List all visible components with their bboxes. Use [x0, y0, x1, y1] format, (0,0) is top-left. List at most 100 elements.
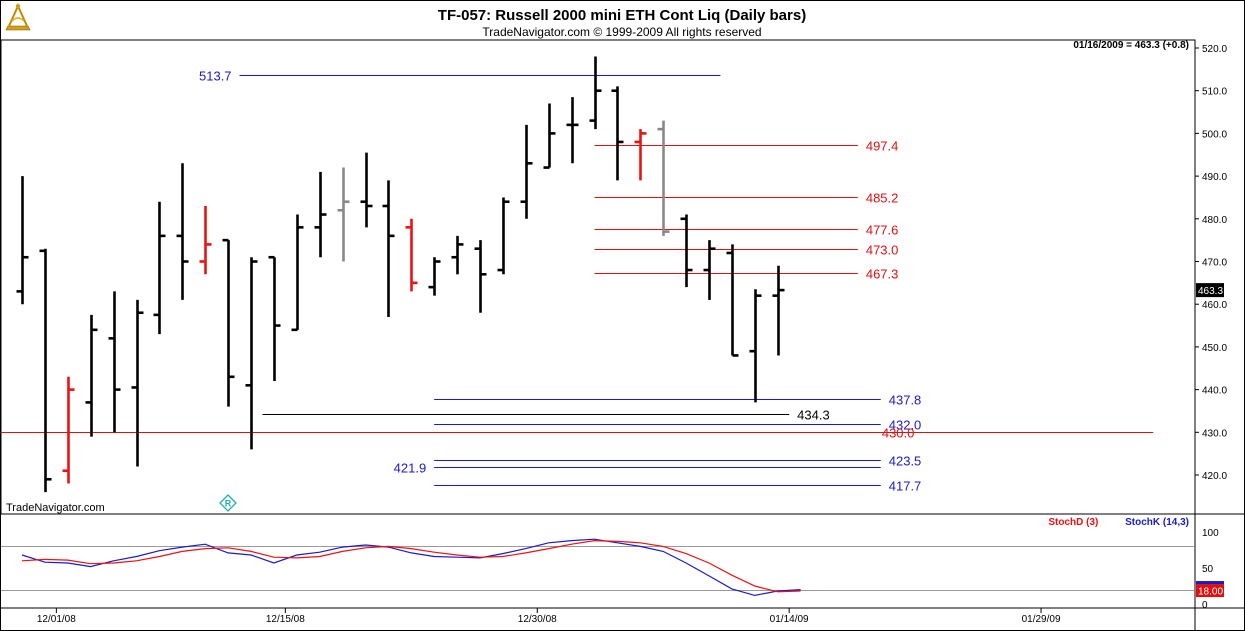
svg-text:R: R	[225, 499, 232, 509]
stoch-value-tag-k	[1196, 581, 1224, 585]
price-tick-label: 500.0	[1202, 129, 1227, 140]
bar-32	[749, 289, 762, 403]
level-label: 467.3	[866, 267, 899, 282]
level-497.4: 497.4	[594, 139, 899, 154]
level-label: 421.9	[394, 461, 427, 476]
bar-11	[268, 255, 281, 382]
bar-28	[657, 120, 670, 236]
bar-8	[199, 205, 212, 275]
price-tick-label: 430.0	[1202, 428, 1227, 439]
level-473.0: 473.0	[594, 243, 899, 258]
level-417.7: 417.7	[434, 479, 921, 494]
bar-17	[405, 218, 418, 292]
price-tick-label: 470.0	[1202, 258, 1227, 269]
level-421.9: 421.9	[394, 461, 881, 476]
level-437.8: 437.8	[434, 393, 921, 408]
support-resistance-levels: 513.7 497.4 485.2 477.6 473.0 467.3 437.8 434.3…	[1, 69, 1154, 494]
level-label: 477.6	[866, 223, 899, 238]
bar-18	[428, 257, 441, 296]
price-tick-label: 510.0	[1202, 87, 1227, 98]
stoch-tick-label: 100	[1202, 528, 1219, 539]
bar-30	[703, 240, 716, 300]
level-423.5: 423.5	[434, 454, 921, 469]
copyright-text: TradeNavigator.com © 1999-2009 All right…	[482, 25, 761, 39]
price-tick-label: 450.0	[1202, 343, 1227, 354]
bar-15	[360, 152, 373, 228]
bar-14	[337, 167, 350, 262]
time-tick-label: 12/30/08	[518, 614, 557, 625]
stoch-series-k	[21, 538, 801, 597]
level-434.3: 434.3	[262, 408, 830, 423]
bar-2	[62, 376, 75, 484]
bar-19	[451, 235, 464, 275]
bar-4	[108, 291, 121, 433]
current-price-tag-label: 463.3	[1198, 286, 1223, 297]
bar-25	[589, 56, 602, 130]
stoch-legend-entry: StochD (3)	[1048, 517, 1098, 528]
time-tick-label: 01/29/09	[1022, 614, 1061, 625]
bar-5	[131, 299, 144, 467]
bar-23	[543, 103, 556, 169]
stoch-value-tag-bg	[1196, 584, 1224, 598]
sextant-logo-icon	[5, 3, 31, 31]
level-label: 473.0	[866, 243, 899, 258]
level-label: 417.7	[889, 479, 922, 494]
level-467.3: 467.3	[594, 267, 899, 282]
stoch-value-tag-label: 18.00	[1198, 587, 1223, 598]
level-430.0: 430.0	[1, 426, 1154, 441]
level-label: 513.7	[199, 69, 232, 84]
bar-3	[85, 314, 98, 437]
level-513.7: 513.7	[199, 69, 721, 84]
bar-12	[291, 214, 304, 332]
level-label: 432.0	[889, 418, 922, 433]
price-tick-label: 490.0	[1202, 172, 1227, 183]
current-price-tag-bg	[1196, 283, 1224, 298]
bar-29	[680, 214, 693, 288]
bar-9	[222, 238, 235, 407]
level-label: 434.3	[797, 408, 830, 423]
time-tick-label: 12/01/08	[37, 614, 76, 625]
stoch-legend-entry: StochK (14,3)	[1125, 517, 1189, 528]
chart-title: TF-057: Russell 2000 mini ETH Cont Liq (…	[438, 7, 806, 24]
stoch-series-d	[21, 539, 801, 593]
level-label: 423.5	[889, 454, 922, 469]
bar-22	[520, 124, 533, 219]
time-tick-label: 12/15/08	[266, 614, 305, 625]
stoch-value-tag: 18.00	[1196, 581, 1224, 598]
last-value-label: 01/16/2009 = 463.3 (+0.8)	[1073, 40, 1189, 51]
bar-1	[39, 248, 52, 493]
r-diamond-icon: R	[219, 494, 237, 512]
bar-16	[382, 180, 395, 318]
level-485.2: 485.2	[594, 191, 899, 206]
level-label: 485.2	[866, 191, 899, 206]
level-label: 437.8	[889, 393, 922, 408]
current-price-tag: 463.3	[1196, 283, 1224, 298]
level-label: 430.0	[882, 426, 915, 441]
level-432.0: 432.0	[434, 418, 921, 433]
bar-13	[314, 171, 327, 258]
bar-0	[16, 176, 29, 305]
price-tick-label: 520.0	[1202, 44, 1227, 55]
bar-7	[176, 163, 189, 300]
time-tick-label: 01/14/09	[770, 614, 809, 625]
price-tick-label: 420.0	[1202, 471, 1227, 482]
level-label: 497.4	[866, 139, 899, 154]
level-477.6: 477.6	[594, 223, 899, 238]
price-tick-label: 440.0	[1202, 386, 1227, 397]
bar-24	[566, 97, 579, 164]
bar-31	[726, 244, 739, 357]
price-axis: 420.0 430.0 440.0 450.0 460.0 470.0 480.0 490.0…	[1195, 44, 1227, 482]
price-tick-label: 460.0	[1202, 300, 1227, 311]
bar-10	[245, 257, 258, 450]
stochastic-panel: 0 50 100 StochK (14,3) StochD (3) 18.00	[1, 517, 1224, 611]
bar-21	[497, 197, 510, 275]
bar-27	[634, 129, 647, 181]
bar-33	[772, 265, 785, 356]
bar-26	[611, 86, 624, 181]
stoch-tick-label: 50	[1202, 564, 1214, 575]
price-tick-label: 480.0	[1202, 215, 1227, 226]
ohlc-bars	[16, 56, 785, 493]
